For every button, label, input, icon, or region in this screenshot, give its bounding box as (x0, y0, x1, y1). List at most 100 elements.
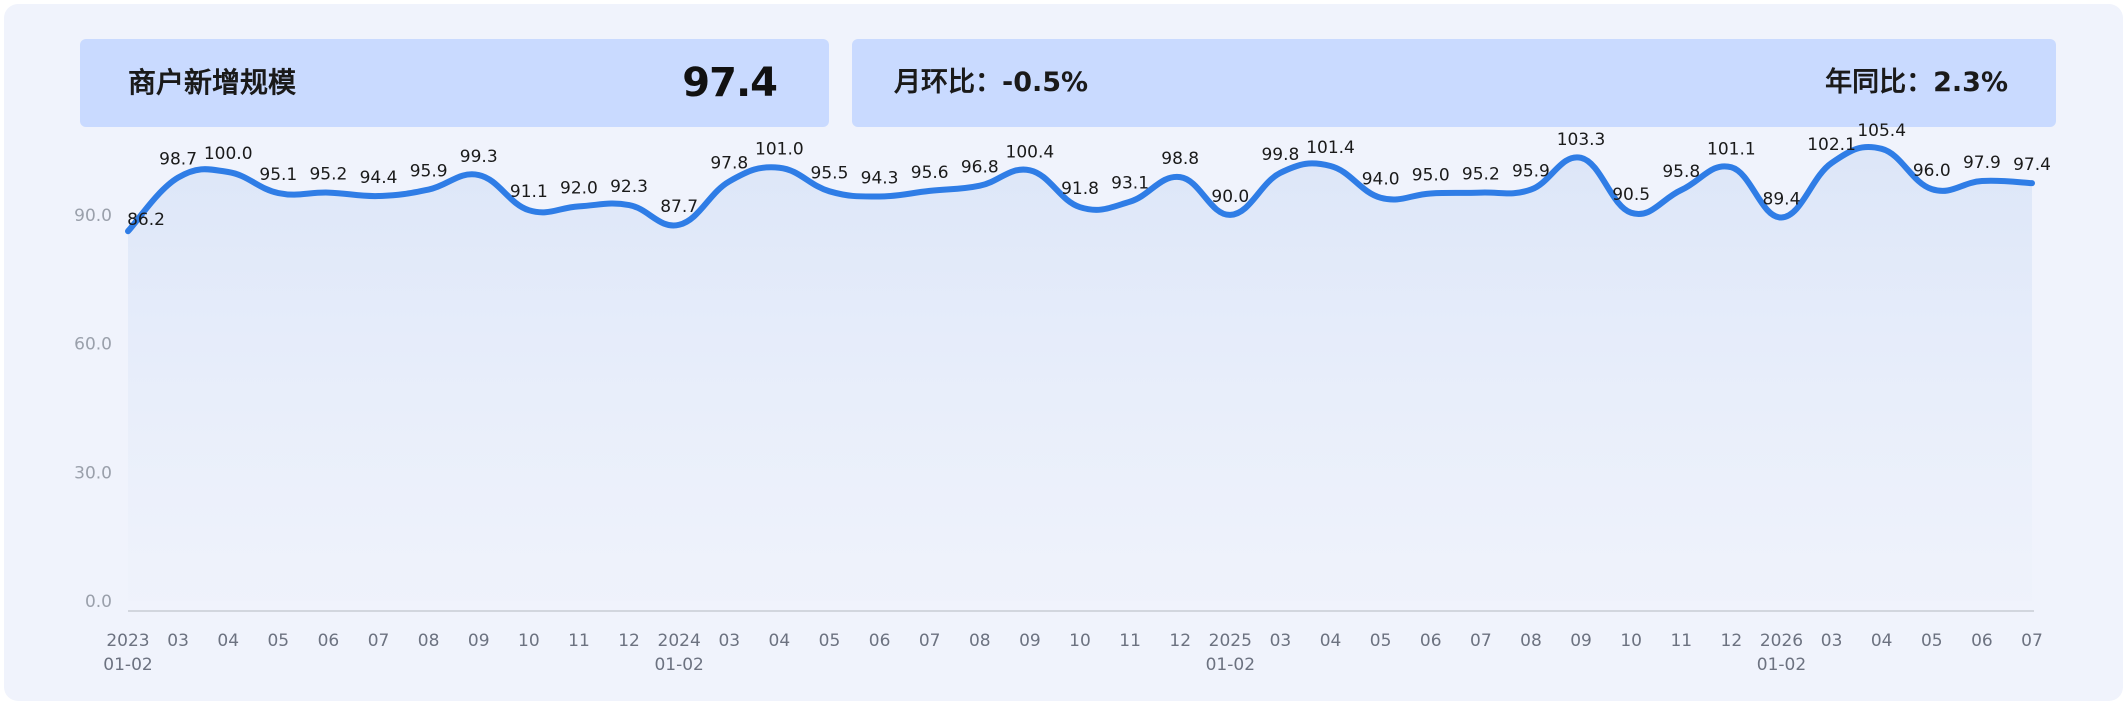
data-label: 99.8 (1261, 145, 1299, 165)
data-label: 105.4 (1857, 121, 1906, 141)
y-axis: 0.0 30.0 60.0 90.0 (74, 206, 112, 612)
data-label: 87.7 (660, 197, 698, 217)
data-label: 89.4 (1763, 189, 1801, 209)
x-axis: 2023 01-02 03 04 05 06 07 08 09 10 11 12 2024 01-02 03… (103, 631, 2043, 675)
x-tick-label: 04 (1320, 631, 1342, 651)
kpi-card-comparison: 月环比：-0.5% 年同比：2.3% (852, 39, 2056, 127)
x-tick-label: 2023 (106, 631, 149, 651)
yoy-value: 2.3% (1933, 67, 2008, 98)
x-tick-label: 06 (1971, 631, 1993, 651)
x-tick-sublabel: 01-02 (1757, 655, 1806, 675)
data-label: 101.1 (1707, 139, 1756, 159)
x-tick-label: 11 (568, 631, 590, 651)
x-tick-label: 06 (318, 631, 340, 651)
data-label: 90.5 (1612, 185, 1650, 205)
x-tick-label: 08 (969, 631, 991, 651)
x-tick-label: 03 (167, 631, 189, 651)
data-label: 95.9 (1512, 162, 1550, 182)
x-tick-label: 12 (618, 631, 640, 651)
data-label: 97.9 (1963, 153, 2001, 173)
x-tick-label: 04 (769, 631, 791, 651)
x-tick-label: 10 (1620, 631, 1642, 651)
x-tick-label: 2026 (1760, 631, 1803, 651)
x-tick-label: 10 (1069, 631, 1091, 651)
y-tick-label: 90.0 (74, 206, 112, 226)
data-label: 98.7 (159, 150, 197, 170)
data-label: 95.2 (1462, 165, 1500, 185)
kpi-title: 商户新增规模 (128, 66, 297, 99)
x-tick-label: 05 (267, 631, 289, 651)
data-label: 94.3 (861, 168, 899, 188)
x-tick-label: 12 (1721, 631, 1743, 651)
data-label: 101.4 (1306, 138, 1355, 158)
x-tick-label: 06 (1420, 631, 1442, 651)
x-tick-label: 04 (217, 631, 239, 651)
x-tick-label: 03 (718, 631, 740, 651)
data-label: 99.3 (460, 147, 498, 167)
x-tick-label: 2025 (1209, 631, 1252, 651)
x-tick-label: 2024 (658, 631, 701, 651)
data-label: 97.4 (2013, 155, 2051, 175)
data-label: 90.0 (1211, 187, 1249, 207)
x-tick-label: 05 (819, 631, 841, 651)
data-label: 94.0 (1362, 170, 1400, 190)
mom-value: -0.5% (1002, 67, 1089, 98)
data-labels: 86.2 98.7 100.0 95.1 95.2 94.4 95.9 99.3 91.1 92.… (127, 121, 2051, 230)
data-label: 93.1 (1111, 174, 1149, 194)
x-tick-label: 09 (468, 631, 490, 651)
data-label: 86.2 (127, 210, 165, 230)
data-label: 92.0 (560, 178, 598, 198)
data-label: 95.0 (1412, 165, 1450, 185)
x-tick-label: 03 (1270, 631, 1292, 651)
data-label: 96.0 (1913, 161, 1951, 181)
x-tick-label: 09 (1019, 631, 1041, 651)
x-tick-label: 08 (1520, 631, 1542, 651)
data-label: 96.8 (961, 158, 999, 178)
x-tick-label: 08 (418, 631, 440, 651)
mom-label: 月环比： (894, 67, 1002, 98)
kpi-yoy: 年同比：2.3% (1825, 39, 2008, 127)
series-line (125, 143, 2035, 235)
data-label: 98.8 (1161, 149, 1199, 169)
x-tick-label: 05 (1370, 631, 1392, 651)
data-label: 91.1 (510, 182, 548, 202)
x-tick-label: 07 (368, 631, 390, 651)
x-tick-label: 06 (869, 631, 891, 651)
x-tick-sublabel: 01-02 (103, 655, 152, 675)
x-tick-label: 07 (1470, 631, 1492, 651)
x-tick-sublabel: 01-02 (654, 655, 703, 675)
x-tick-label: 05 (1921, 631, 1943, 651)
x-tick-label: 03 (1821, 631, 1843, 651)
data-label: 95.1 (259, 165, 297, 185)
kpi-mom: 月环比：-0.5% (894, 39, 1088, 127)
yoy-label: 年同比： (1825, 67, 1934, 98)
data-label: 91.8 (1061, 179, 1099, 199)
data-label: 95.9 (410, 162, 448, 182)
data-label: 95.6 (911, 163, 949, 183)
x-tick-label: 11 (1670, 631, 1692, 651)
data-label: 94.4 (360, 168, 398, 188)
y-tick-label: 0.0 (85, 592, 112, 612)
data-label: 92.3 (610, 177, 648, 197)
x-tick-label: 11 (1119, 631, 1141, 651)
data-label: 100.0 (204, 144, 253, 164)
data-label: 101.0 (755, 140, 804, 160)
data-label: 100.4 (1006, 142, 1055, 162)
x-tick-label: 07 (919, 631, 941, 651)
kpi-value: 97.4 (682, 60, 778, 106)
data-label: 95.8 (1662, 162, 1700, 182)
data-label: 95.5 (811, 163, 849, 183)
y-tick-label: 60.0 (74, 335, 112, 355)
x-tick-label: 09 (1570, 631, 1592, 651)
data-label: 103.3 (1557, 130, 1606, 150)
x-tick-label: 10 (518, 631, 540, 651)
kpi-card-scale: 商户新增规模 97.4 (80, 39, 829, 127)
y-tick-label: 30.0 (74, 463, 112, 483)
data-label: 102.1 (1807, 135, 1856, 155)
data-label: 97.8 (710, 153, 748, 173)
x-tick-sublabel: 01-02 (1206, 655, 1255, 675)
data-label: 95.2 (309, 165, 347, 185)
x-tick-label: 07 (2021, 631, 2043, 651)
series-area (128, 146, 2032, 602)
